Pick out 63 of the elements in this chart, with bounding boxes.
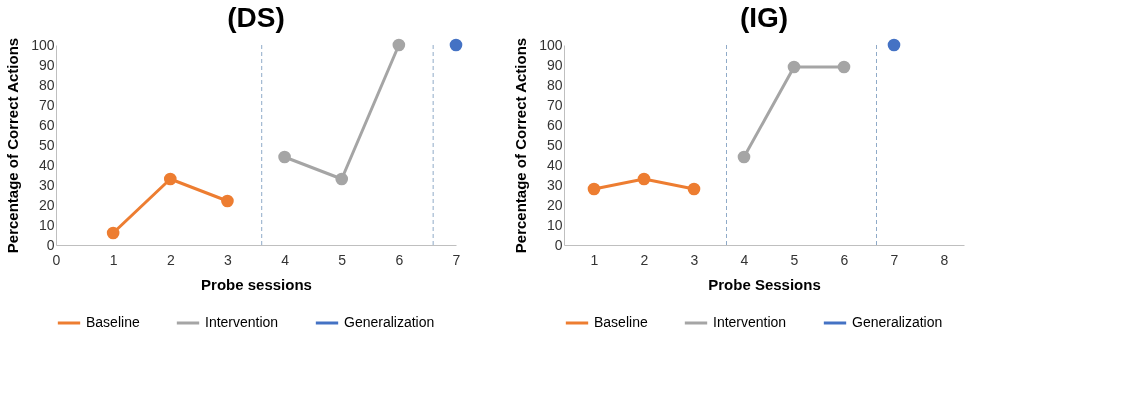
point <box>637 172 651 186</box>
y-tick-label: 50 <box>38 136 55 153</box>
x-tick-label: 6 <box>840 251 849 268</box>
x-tick-label: 4 <box>740 251 749 268</box>
y-tick-label: 80 <box>38 76 55 93</box>
y-tick-label: 80 <box>546 76 563 93</box>
x-tick-label: 6 <box>395 251 404 268</box>
y-tick-label: 100 <box>31 36 55 53</box>
y-tick-label: 90 <box>38 56 55 73</box>
legend-label: Intervention <box>713 314 787 330</box>
y-tick-label: 100 <box>539 36 563 53</box>
chart-title: (IG) <box>739 2 789 34</box>
legend-label: Baseline <box>594 314 648 330</box>
y-tick-label: 20 <box>546 196 563 213</box>
x-axis-title: Probe sessions <box>201 275 312 293</box>
point <box>887 38 901 52</box>
x-tick-label: 7 <box>890 251 899 268</box>
y-tick-label: 10 <box>546 216 563 233</box>
y-tick-label: 90 <box>546 56 563 73</box>
point <box>837 60 851 74</box>
y-tick-label: 30 <box>38 176 55 193</box>
y-tick-label: 40 <box>546 156 563 173</box>
x-tick-label: 2 <box>166 251 175 268</box>
point <box>587 182 601 196</box>
chart-title: (DS) <box>227 2 285 34</box>
y-axis-title: Percentage of Correct Actions <box>4 37 22 254</box>
x-tick-label: 3 <box>690 251 699 268</box>
point <box>687 182 701 196</box>
y-tick-label: 10 <box>38 216 55 233</box>
x-tick-label: 1 <box>590 251 599 268</box>
point <box>278 150 291 164</box>
x-tick-label: 4 <box>281 251 290 268</box>
y-tick-label: 60 <box>546 116 563 133</box>
y-axis-title: Percentage of Correct Actions <box>512 37 530 254</box>
y-tick-label: 20 <box>38 196 55 213</box>
point <box>392 38 406 52</box>
x-axis-title: Probe Sessions <box>708 275 821 293</box>
y-tick-label: 40 <box>38 156 55 173</box>
point <box>737 150 751 164</box>
point <box>335 172 349 186</box>
legend-label: Generalization <box>852 314 943 330</box>
y-tick-label: 60 <box>38 116 55 133</box>
point <box>449 38 463 52</box>
x-tick-label: 8 <box>940 251 949 268</box>
x-tick-label: 5 <box>338 251 347 268</box>
y-tick-label: 0 <box>554 236 563 253</box>
y-tick-label: 70 <box>546 96 563 113</box>
legend-label: Generalization <box>344 314 435 330</box>
x-tick-label: 5 <box>790 251 799 268</box>
y-tick-label: 70 <box>38 96 55 113</box>
legend-label: Baseline <box>86 314 140 330</box>
y-tick-label: 50 <box>546 136 563 153</box>
x-tick-label: 7 <box>452 251 461 268</box>
legend-label: Intervention <box>205 314 279 330</box>
y-tick-label: 0 <box>46 236 55 253</box>
point <box>106 226 120 240</box>
point <box>221 194 234 208</box>
x-tick-label: 2 <box>640 251 649 268</box>
y-tick-label: 30 <box>546 176 563 193</box>
x-tick-label: 1 <box>109 251 118 268</box>
point <box>787 60 801 74</box>
x-tick-label: 3 <box>224 251 233 268</box>
point <box>163 172 177 186</box>
